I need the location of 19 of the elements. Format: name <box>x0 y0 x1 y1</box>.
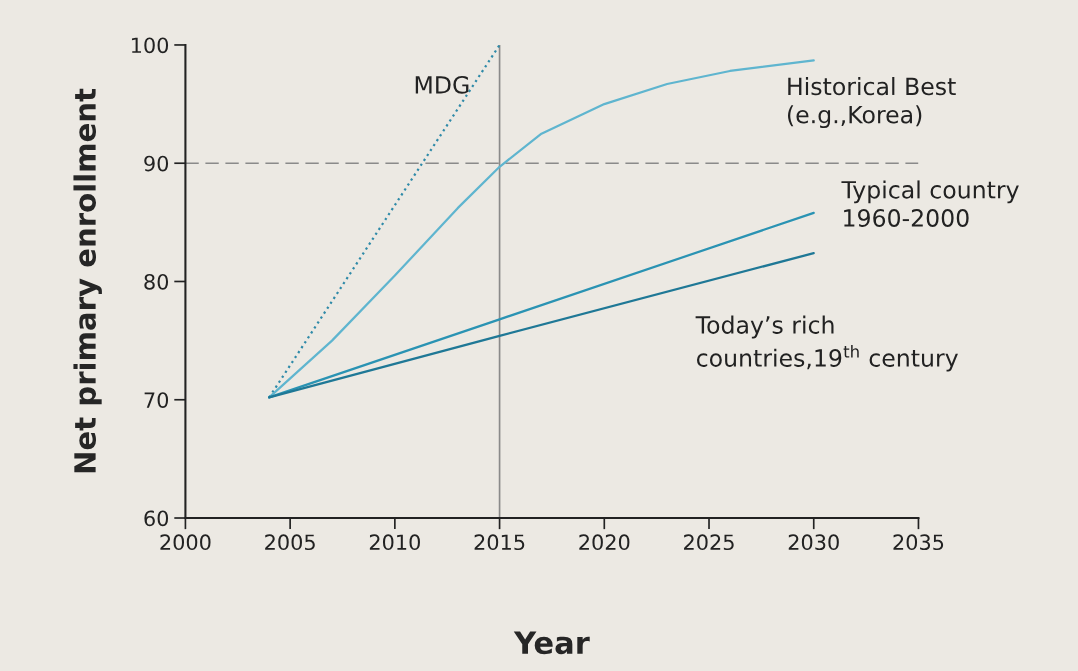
series-label: Typical country 1960-2000 <box>841 180 1019 227</box>
x-tick-label: 2010 <box>369 534 420 551</box>
series-label: MDG <box>415 75 469 94</box>
y-tick-label: 80 <box>144 273 169 290</box>
y-tick-label: 90 <box>144 155 169 172</box>
y-tick-label: 70 <box>144 392 169 408</box>
y-tick-label: 60 <box>144 510 169 527</box>
x-tick-label: 2030 <box>788 534 839 551</box>
y-tick-label: 100 <box>131 37 169 54</box>
series-label: Historical Best (e.g.,Korea) <box>787 77 956 129</box>
x-tick-label: 2000 <box>160 534 211 551</box>
y-axis-title: Net primary enrollment <box>73 88 102 473</box>
x-tick-label: 2015 <box>474 534 525 551</box>
x-tick-label: 2020 <box>579 534 630 551</box>
series-label: Today’s rich countries,19$^{th}$ century <box>695 315 958 372</box>
x-tick-label: 2035 <box>893 534 944 551</box>
x-axis-title: Year <box>513 631 590 655</box>
x-tick-label: 2005 <box>265 534 315 551</box>
x-tick-label: 2025 <box>684 534 734 551</box>
